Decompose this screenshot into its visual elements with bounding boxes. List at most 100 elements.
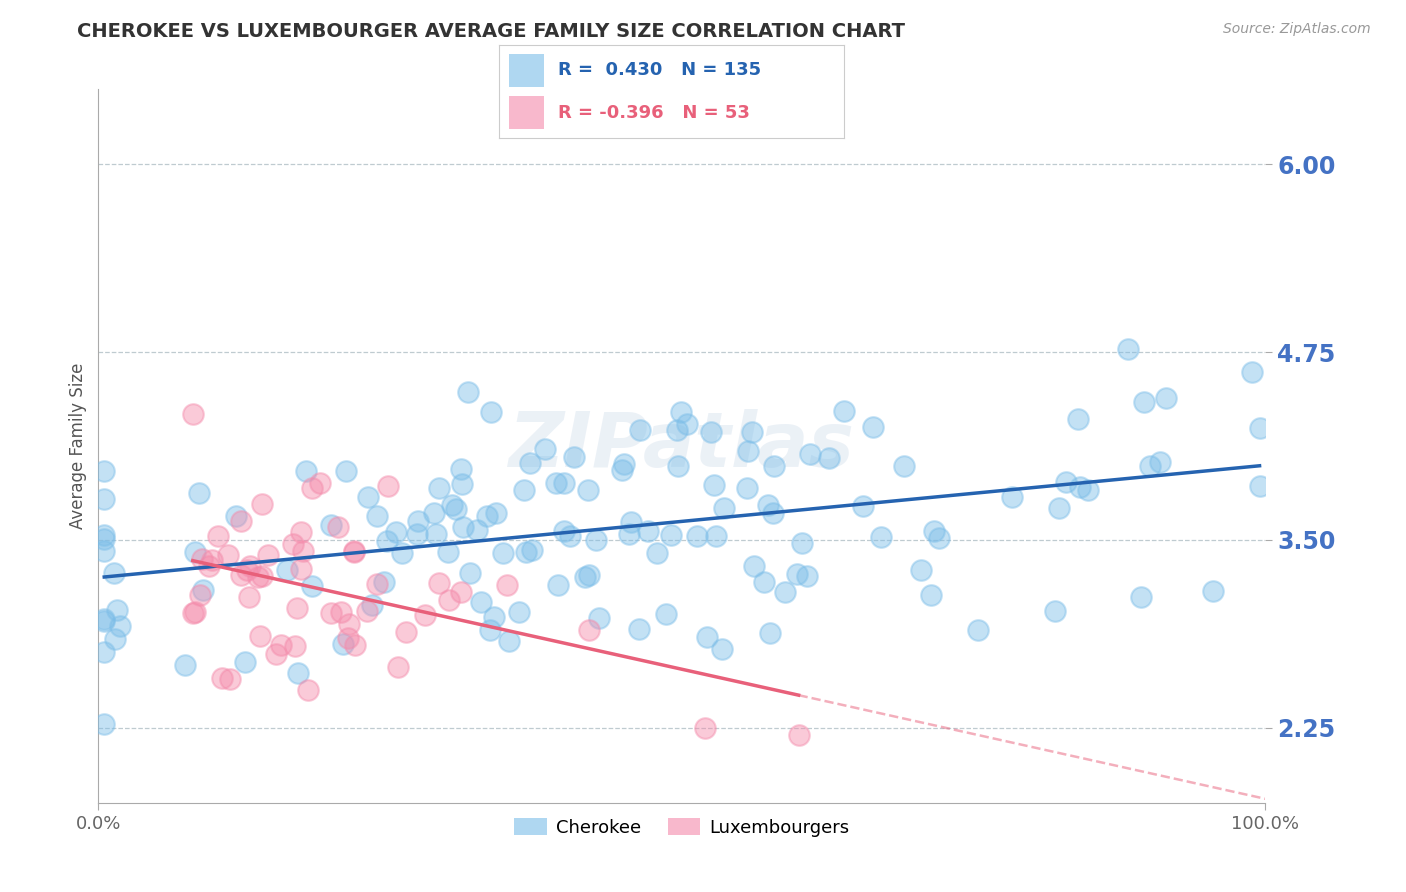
Point: [250, 569, 273, 583]
Point: [356, 604, 378, 618]
Point: [967, 623, 990, 637]
Point: [645, 546, 668, 560]
Point: [627, 623, 650, 637]
Point: [93, 716, 115, 731]
Point: [1129, 591, 1152, 605]
Point: [395, 625, 418, 640]
Point: [276, 563, 298, 577]
Y-axis label: Average Family Size: Average Family Size: [69, 363, 87, 529]
Point: [451, 477, 474, 491]
Point: [742, 559, 765, 574]
Point: [762, 507, 785, 521]
Point: [1249, 421, 1271, 435]
Point: [366, 508, 388, 523]
Point: [671, 405, 693, 419]
Point: [928, 531, 950, 545]
Point: [666, 459, 689, 474]
Point: [675, 417, 697, 431]
Point: [427, 481, 450, 495]
Point: [264, 648, 287, 662]
Point: [321, 607, 343, 621]
Bar: [509, 96, 544, 129]
Point: [703, 478, 725, 492]
Point: [492, 546, 515, 560]
Point: [1047, 500, 1070, 515]
Point: [741, 425, 763, 439]
Point: [544, 476, 567, 491]
Point: [330, 605, 353, 619]
Point: [413, 607, 436, 622]
Point: [758, 625, 780, 640]
Point: [191, 552, 214, 566]
Point: [406, 527, 429, 541]
Point: [287, 666, 309, 681]
Point: [425, 527, 447, 541]
Point: [513, 483, 536, 497]
Text: R = -0.396   N = 53: R = -0.396 N = 53: [558, 103, 749, 121]
Point: [496, 578, 519, 592]
Point: [665, 423, 688, 437]
Point: [696, 630, 718, 644]
Point: [181, 606, 204, 620]
Point: [285, 601, 308, 615]
Point: [1067, 412, 1090, 426]
Point: [562, 450, 585, 465]
Point: [578, 568, 600, 582]
Point: [437, 593, 460, 607]
Point: [756, 498, 779, 512]
Point: [375, 534, 398, 549]
Point: [295, 464, 318, 478]
Point: [620, 515, 643, 529]
Point: [184, 545, 207, 559]
Point: [893, 458, 915, 473]
Point: [344, 638, 367, 652]
Point: [659, 527, 682, 541]
Point: [1154, 391, 1177, 405]
Point: [655, 607, 678, 621]
Text: CHEROKEE VS LUXEMBOURGER AVERAGE FAMILY SIZE CORRELATION CHART: CHEROKEE VS LUXEMBOURGER AVERAGE FAMILY …: [77, 22, 905, 41]
Point: [910, 563, 932, 577]
Point: [93, 492, 115, 507]
Point: [713, 501, 735, 516]
Point: [576, 483, 599, 497]
Point: [1133, 394, 1156, 409]
Point: [239, 559, 262, 574]
Point: [737, 482, 759, 496]
Point: [236, 563, 259, 577]
Bar: [509, 54, 544, 87]
Point: [574, 570, 596, 584]
Point: [207, 529, 229, 543]
Point: [211, 671, 233, 685]
Point: [578, 623, 600, 637]
Point: [332, 637, 354, 651]
Point: [229, 514, 252, 528]
Point: [817, 451, 839, 466]
Point: [429, 576, 451, 591]
Point: [337, 616, 360, 631]
Point: [763, 459, 786, 474]
Point: [247, 570, 270, 584]
Point: [752, 575, 775, 590]
Point: [257, 548, 280, 562]
Point: [423, 506, 446, 520]
Point: [519, 456, 541, 470]
Point: [387, 660, 409, 674]
Point: [637, 524, 659, 538]
Point: [437, 545, 460, 559]
Point: [93, 544, 115, 558]
Point: [553, 524, 575, 538]
Point: [560, 529, 582, 543]
Point: [181, 407, 204, 421]
Point: [588, 611, 610, 625]
Point: [1069, 479, 1091, 493]
Point: [628, 423, 651, 437]
Text: R =  0.430   N = 135: R = 0.430 N = 135: [558, 62, 761, 79]
Point: [105, 603, 128, 617]
Point: [695, 721, 717, 735]
Point: [508, 605, 530, 619]
Point: [184, 605, 207, 619]
Point: [610, 463, 633, 477]
Text: ZIPatlas: ZIPatlas: [509, 409, 855, 483]
Point: [93, 533, 115, 547]
Point: [796, 568, 818, 582]
